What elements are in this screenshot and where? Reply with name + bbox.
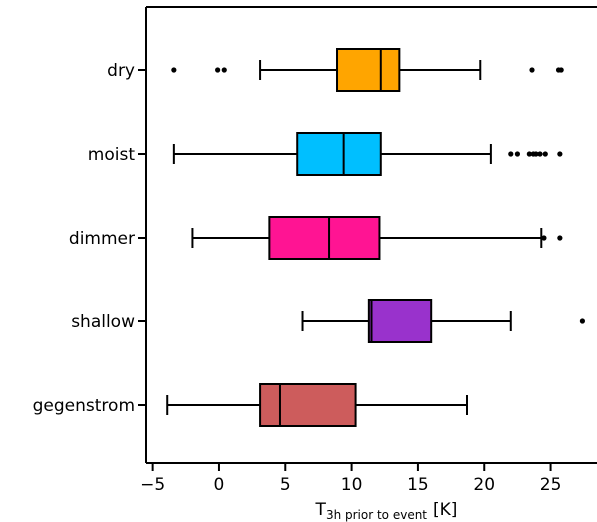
moist-outlier-6 <box>542 151 548 157</box>
x-tick-label-5: 5 <box>280 475 291 495</box>
y-tick-label-gegenstrom: gegenstrom <box>33 396 135 416</box>
dry-box <box>336 48 401 92</box>
x-axis-label: T3h prior to event [K] <box>315 500 458 522</box>
moist-outlier-0 <box>508 151 514 157</box>
x-tick-label-10: 10 <box>341 475 363 495</box>
shallow-outlier-0 <box>579 318 586 324</box>
x-tick-label-15: 15 <box>407 475 429 495</box>
x-tick-label-20: 20 <box>473 475 495 495</box>
dry-outlier-2 <box>221 67 227 73</box>
moist-outlier-4 <box>533 151 539 157</box>
plot-area: −5 0 5 10 15 20 25 dry moist dimmer shallow gegenst… <box>33 6 597 495</box>
x-tick-label-25: 25 <box>540 475 562 495</box>
shallow-box <box>367 299 433 343</box>
dry-outlier-3 <box>529 67 535 73</box>
moist-outlier-2 <box>526 151 532 157</box>
dry-outlier-5 <box>558 67 564 73</box>
y-tick-label-dimmer: dimmer <box>69 229 135 249</box>
y-tick-label-dry: dry <box>107 61 135 81</box>
dimmer-box <box>268 216 381 260</box>
moist-outlier-5 <box>537 151 543 157</box>
moist-box <box>296 132 382 176</box>
dimmer-outlier-0 <box>541 235 547 241</box>
x-axis-label-unit: [K] <box>433 500 457 520</box>
dimmer-outlier-1 <box>557 235 563 241</box>
gegenstrom-box <box>259 383 357 427</box>
moist-outlier-1 <box>514 151 521 157</box>
y-tick-label-moist: moist <box>88 145 136 165</box>
y-tick-label-shallow: shallow <box>71 312 135 332</box>
dry-outlier-0 <box>171 67 177 73</box>
x-axis-label-subscript: 3h prior to event <box>326 508 427 522</box>
x-tick-label--5: −5 <box>140 475 165 495</box>
moist-outlier-7 <box>557 151 563 157</box>
dry-outlier-1 <box>215 67 221 73</box>
x-axis-label-main: T <box>315 500 327 520</box>
x-tick-label-0: 0 <box>214 475 225 495</box>
